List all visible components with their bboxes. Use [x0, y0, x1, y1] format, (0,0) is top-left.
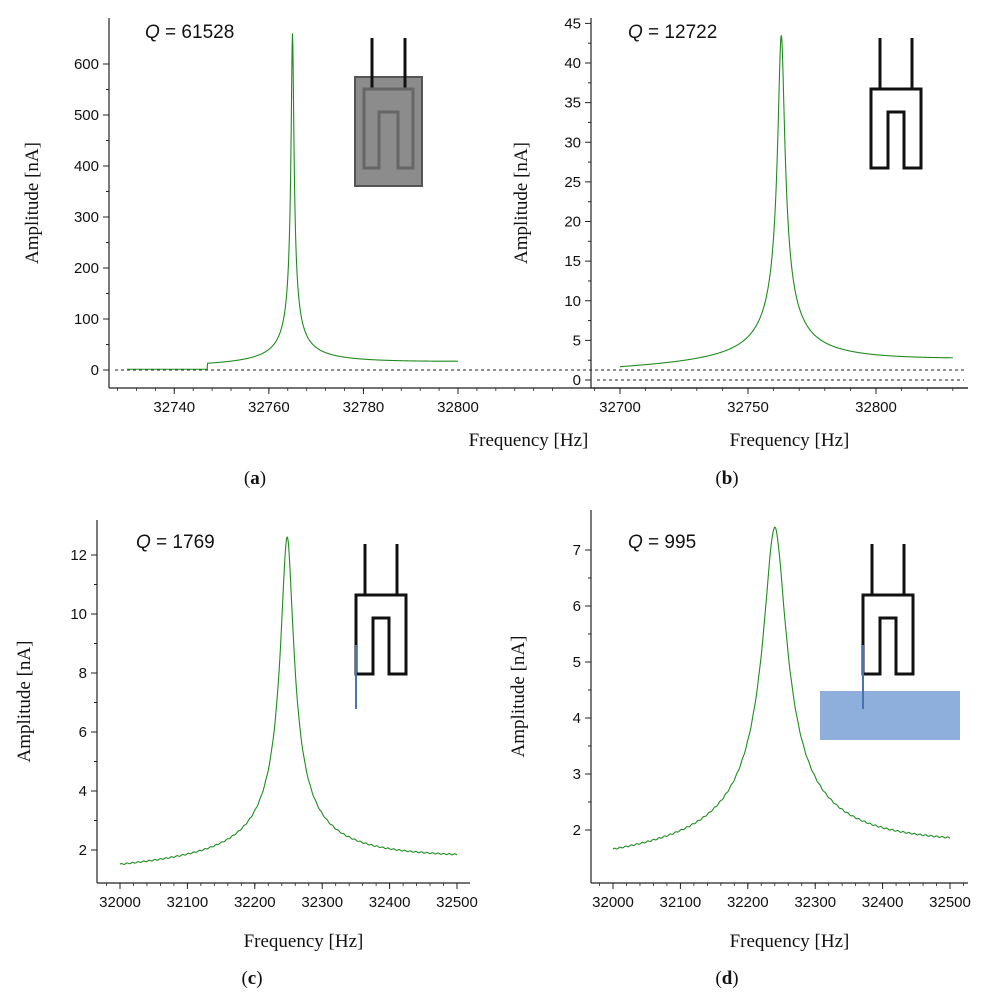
x-tick-label: 32100 [660, 894, 702, 911]
x-tick-label: 32400 [369, 894, 411, 911]
q-value: = 12722 [643, 22, 718, 43]
y-tick-label: 15 [564, 253, 581, 270]
panel-letter: c [248, 968, 256, 989]
panel-b: 0 5 10 15 20 25 30 35 40 45 32700 32750 32800 Frequen… [511, 15, 968, 489]
panel-c: 2 4 6 8 10 12 32000 32100 32200 32300 32400 32500 Fr… [14, 520, 478, 989]
y-tick-label: 200 [74, 260, 99, 277]
panel-letter: b [722, 468, 733, 489]
y-tick-label: 600 [74, 56, 99, 73]
y-tick-label: 45 [564, 15, 581, 32]
x-tick-label: 32000 [99, 894, 141, 911]
x-tick-label: 32200 [727, 894, 769, 911]
x-tick-label: 32200 [234, 894, 276, 911]
y-axis-title: Amplitude [nA] [14, 641, 35, 763]
fork-body [362, 87, 415, 170]
panel-letter: d [722, 968, 733, 989]
q-symbol: Q [145, 22, 160, 43]
q-label: Q = 1769 [136, 532, 215, 553]
tuning-fork-icon [869, 38, 923, 170]
y-tick-label: 6 [79, 724, 87, 741]
q-symbol: Q [136, 532, 151, 553]
x-axis-title: Frequency [Hz] [244, 931, 364, 952]
y-tick-label: 8 [79, 665, 87, 682]
x-tick-label: 32100 [167, 894, 209, 911]
y-tick-label: 500 [74, 107, 99, 124]
q-value: = 995 [643, 532, 696, 553]
axes: 2 4 6 8 10 12 32000 32100 32200 32300 32400 32500 [70, 520, 478, 911]
x-tick-label: 32500 [436, 894, 478, 911]
panel-d: 2 3 4 5 6 7 32000 32100 32200 32300 32400 32500 Freq… [508, 510, 971, 989]
axes: 2 3 4 5 6 7 32000 32100 32200 32300 32400 32500 [573, 510, 971, 911]
y-tick-label: 6 [573, 598, 581, 615]
tuning-fork-icon [820, 544, 960, 740]
y-axis-title: Amplitude [nA] [508, 636, 529, 758]
x-axis-title: Frequency [Hz] [730, 931, 850, 952]
y-tick-label: 0 [573, 372, 581, 389]
y-tick-label: 5 [573, 332, 581, 349]
x-axis-title: Frequency [Hz] [469, 430, 589, 451]
x-tick-label: 32300 [794, 894, 836, 911]
q-symbol: Q [628, 532, 643, 553]
y-tick-label: 10 [70, 606, 87, 623]
x-tick-label: 32000 [592, 894, 634, 911]
y-tick-label: 7 [573, 542, 581, 559]
y-tick-label: 10 [564, 293, 581, 310]
tuning-fork-icon [354, 38, 423, 187]
series-line [127, 33, 458, 370]
y-tick-label: 300 [74, 209, 99, 226]
x-axis-title: Frequency [Hz] [730, 430, 850, 451]
fork-body [869, 87, 923, 170]
y-tick-label: 5 [573, 654, 581, 671]
y-tick-label: 25 [564, 174, 581, 191]
q-value: = 61528 [160, 22, 235, 43]
x-tick-label: 32300 [301, 894, 343, 911]
y-tick-label: 400 [74, 158, 99, 175]
q-value: = 1769 [151, 532, 215, 553]
axes: 0 5 10 15 20 25 30 35 40 45 32700 32750 32800 [564, 15, 968, 416]
series-line [619, 35, 953, 368]
x-tick-label: 32780 [343, 399, 385, 416]
y-tick-label: 20 [564, 214, 581, 231]
panel-caption: (c) [241, 968, 262, 989]
q-label: Q = 12722 [628, 22, 717, 43]
panel-caption: (d) [715, 968, 738, 989]
fork-body [354, 593, 408, 676]
x-tick-label: 32700 [599, 399, 641, 416]
x-tick-label: 32740 [153, 399, 195, 416]
y-tick-label: 100 [74, 311, 99, 328]
y-tick-label: 4 [573, 710, 581, 727]
x-tick-label: 32500 [929, 894, 971, 911]
y-tick-label: 30 [564, 134, 581, 151]
series-line [119, 536, 458, 865]
fork-body [861, 593, 915, 676]
x-tick-label: 32800 [855, 399, 897, 416]
x-tick-label: 32760 [248, 399, 290, 416]
series-line [612, 526, 951, 850]
y-axis-title: Amplitude [nA] [22, 142, 43, 264]
y-tick-label: 0 [91, 362, 99, 379]
y-axis-title: Amplitude [nA] [511, 142, 532, 264]
x-tick-label: 32400 [862, 894, 904, 911]
liquid-bath [820, 691, 960, 740]
y-tick-label: 2 [79, 842, 87, 859]
y-tick-label: 35 [564, 95, 581, 112]
q-label: Q = 61528 [145, 22, 234, 43]
q-symbol: Q [628, 22, 643, 43]
x-tick-label: 32750 [727, 399, 769, 416]
q-label: Q = 995 [628, 532, 696, 553]
y-tick-label: 12 [70, 547, 87, 564]
y-tick-label: 3 [573, 766, 581, 783]
y-tick-label: 40 [564, 55, 581, 72]
tuning-fork-icon [354, 544, 408, 709]
y-tick-label: 2 [573, 822, 581, 839]
panel-letter: a [250, 468, 260, 489]
y-tick-label: 4 [79, 783, 87, 800]
panel-caption: (b) [715, 468, 738, 489]
panel-caption: (a) [244, 468, 266, 489]
x-tick-label: 32800 [437, 399, 479, 416]
